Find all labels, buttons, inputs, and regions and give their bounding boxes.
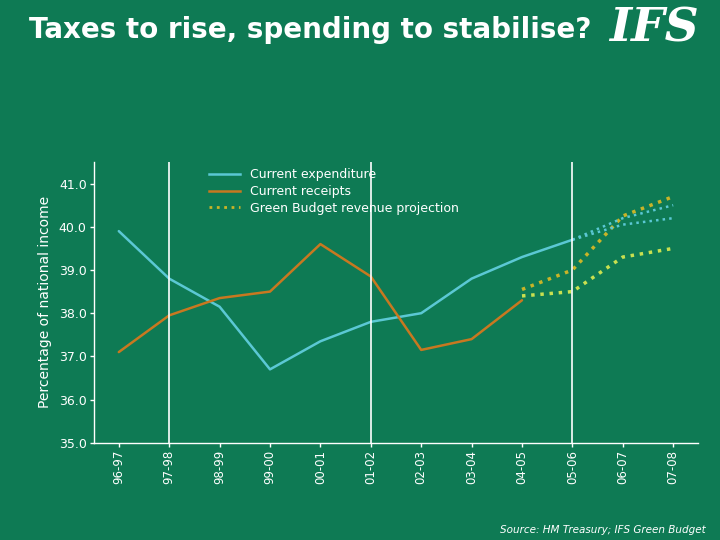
Text: Taxes to rise, spending to stabilise?: Taxes to rise, spending to stabilise?	[29, 16, 591, 44]
Y-axis label: Percentage of national income: Percentage of national income	[38, 197, 52, 408]
Text: Source: HM Treasury; IFS Green Budget: Source: HM Treasury; IFS Green Budget	[500, 524, 706, 535]
Legend: Current expenditure, Current receipts, Green Budget revenue projection: Current expenditure, Current receipts, G…	[209, 168, 459, 215]
Text: IFS: IFS	[608, 5, 698, 51]
